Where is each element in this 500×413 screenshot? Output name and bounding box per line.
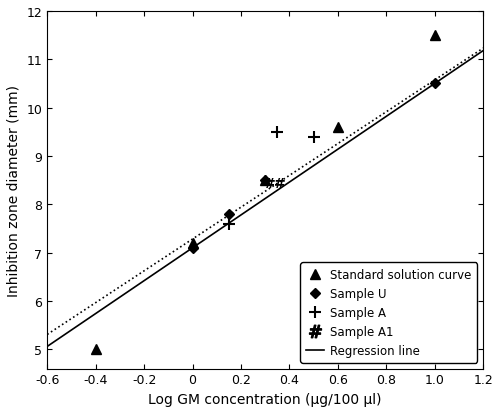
Text: #: # bbox=[274, 176, 285, 190]
Text: #: # bbox=[264, 176, 276, 190]
Legend: Standard solution curve, Sample U, Sample A, Sample A1, Regression line: Standard solution curve, Sample U, Sampl… bbox=[300, 263, 478, 363]
Y-axis label: Inhibition zone diameter (mm): Inhibition zone diameter (mm) bbox=[7, 85, 21, 296]
X-axis label: Log GM concentration (μg/100 μl): Log GM concentration (μg/100 μl) bbox=[148, 392, 382, 406]
